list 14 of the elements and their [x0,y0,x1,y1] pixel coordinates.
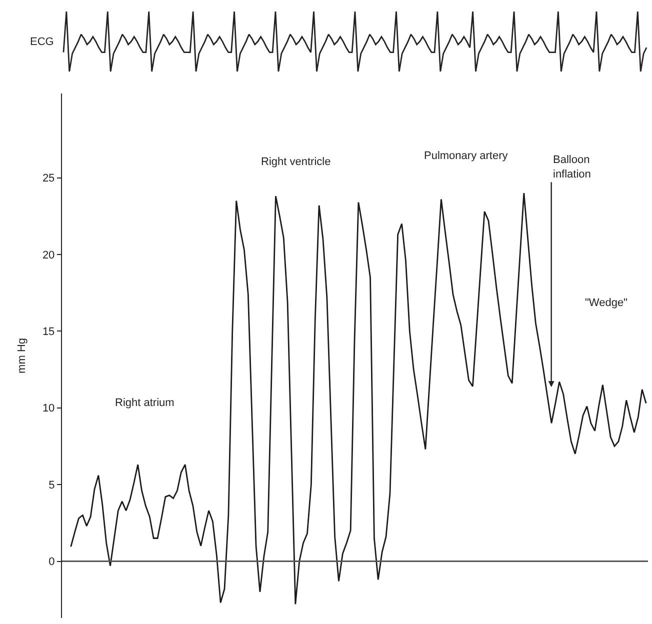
y-tick-label: 5 [48,479,55,492]
annotation: Right ventricle [261,156,331,168]
y-tick-label: 25 [42,172,55,185]
y-tick-label: 20 [42,249,55,262]
line-series [70,192,647,605]
annotation: "Wedge" [585,297,628,309]
annotation: Pulmonary artery [424,150,508,162]
y-axis-title: ECG [30,36,54,48]
y-tick-label: 0 [48,556,55,568]
annotation: Balloon inflation [553,154,591,180]
annotation: Right atrium [115,397,174,409]
y-tick-label: 15 [42,326,55,338]
y-tick-label: 10 [42,402,55,415]
y-axis-title: mm Hg [16,338,28,374]
